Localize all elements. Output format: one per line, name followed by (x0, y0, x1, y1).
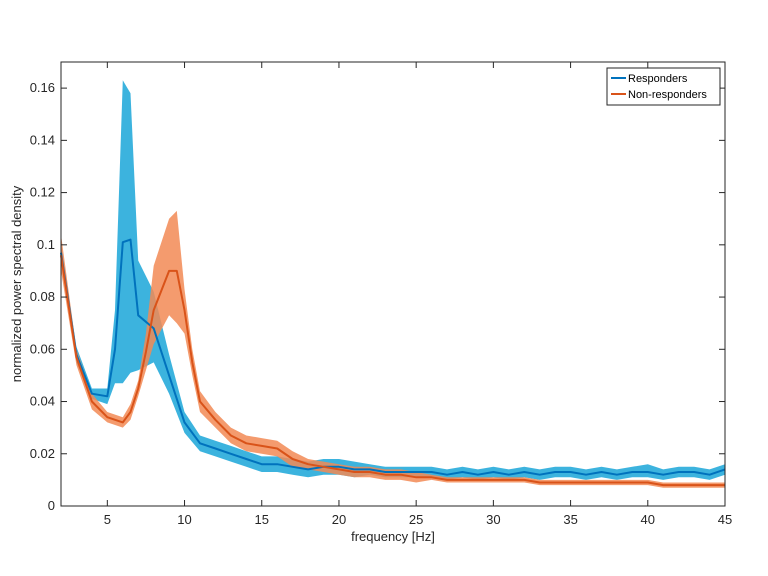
non-responders-line (60, 255, 725, 487)
y-tick-label: 0.04 (30, 394, 55, 409)
responders-band (61, 80, 725, 480)
x-tick-label: 35 (563, 512, 577, 527)
y-tick-label: 0.1 (37, 237, 55, 252)
y-tick-label: 0.12 (30, 185, 55, 200)
x-tick-label: 20 (332, 512, 346, 527)
legend-box (606, 67, 721, 106)
y-tick-label: 0.06 (30, 341, 55, 356)
x-axis: 5 10 15 20 25 30 35 40 45 (104, 62, 732, 527)
x-tick-label: 25 (409, 512, 423, 527)
x-tick-label: 5 (104, 512, 111, 527)
x-tick-label: 40 (641, 512, 655, 527)
y-tick-label: 0.16 (30, 80, 55, 95)
responders-line (60, 238, 726, 476)
legend: Responders Non-responders (606, 67, 721, 106)
y-axis-label: normalized power spectral density (9, 185, 24, 382)
x-axis-label: frequency [Hz] (351, 529, 435, 544)
x-tick-label: 30 (486, 512, 500, 527)
mean-lines (60, 238, 726, 487)
x-tick-label: 10 (177, 512, 191, 527)
legend-label-responders: Responders (628, 73, 688, 85)
x-tick-label: 45 (718, 512, 732, 527)
y-tick-label: 0 (48, 498, 55, 513)
y-axis: 0 0.02 0.04 0.06 0.08 0.1 0.12 0.14 0.16 (30, 80, 725, 513)
legend-label-non-responders: Non-responders (628, 89, 707, 101)
y-tick-label: 0.14 (30, 132, 55, 147)
x-tick-label: 15 (255, 512, 269, 527)
error-bands (61, 80, 725, 488)
y-tick-label: 0.08 (30, 289, 55, 304)
plot-frame (60, 61, 726, 507)
y-tick-label: 0.02 (30, 446, 55, 461)
